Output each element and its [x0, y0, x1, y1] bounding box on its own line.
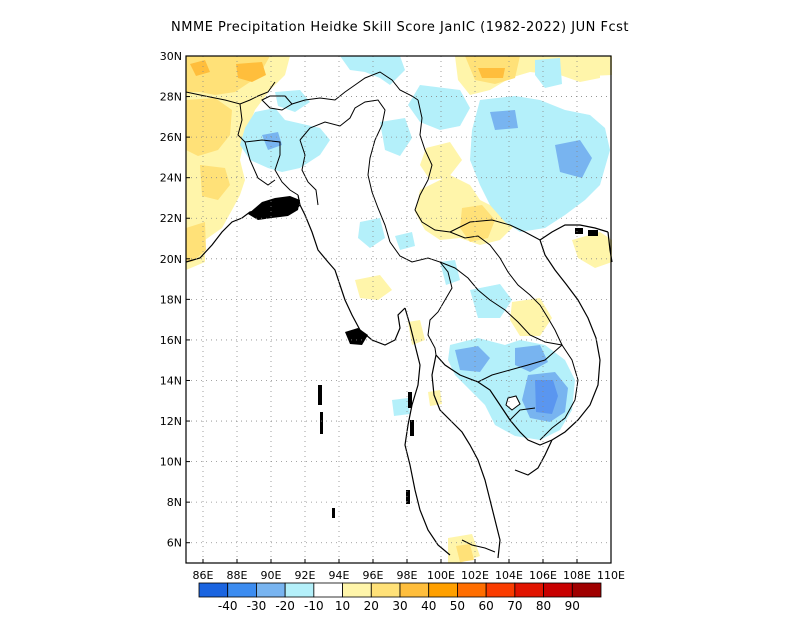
colorbar-label: 90: [565, 599, 580, 613]
shade-neg10-c2: [395, 232, 415, 250]
x-tick-label: 94E: [329, 569, 350, 582]
x-tick-label: 92E: [295, 569, 316, 582]
colorbar-swatch: [284, 582, 315, 598]
colorbar-swatch: [313, 582, 343, 598]
colorbar-swatch: [514, 582, 544, 598]
x-tick-label: 108E: [563, 569, 591, 582]
x-tick-label: 98E: [397, 569, 418, 582]
x-tick-label: 86E: [193, 569, 214, 582]
colorbar-label: 10: [335, 599, 350, 613]
shade-neg20-south: [455, 346, 490, 372]
shade-neg10-ne: [408, 85, 470, 130]
y-tick-label: 16N: [160, 334, 182, 347]
shade-pos20-west3: [200, 165, 230, 200]
x-tick-label: 106E: [529, 569, 557, 582]
colorbar-label: -10: [304, 599, 324, 613]
map-area: 86E 88E 90E 92E 94E 96E 98E 100E 102E 104E 106E 108…: [160, 50, 625, 582]
shade-neg10-c5: [392, 398, 410, 416]
shade-neg30-south: [535, 380, 558, 414]
colorbar-swatch: [485, 582, 516, 598]
colorbar-label: 40: [421, 599, 436, 613]
political-borders: [185, 71, 579, 553]
x-tick-label: 104E: [495, 569, 523, 582]
x-tick-label: 100E: [427, 569, 455, 582]
y-tick-label: 8N: [167, 496, 182, 509]
colorbar-label: -40: [218, 599, 238, 613]
shade-pos20-west4: [186, 222, 206, 262]
shade-neg10-c1: [358, 218, 385, 248]
y-tick-label: 24N: [160, 172, 182, 185]
y-tick-label: 20N: [160, 253, 182, 266]
skill-shading: [186, 56, 612, 563]
colorbar-swatch: [370, 582, 401, 598]
x-tick-label: 88E: [227, 569, 248, 582]
colorbar-swatch: [256, 582, 286, 598]
colorbar-label: 70: [507, 599, 522, 613]
colorbar-swatch: [457, 582, 487, 598]
shade-pos30-ne: [478, 68, 505, 78]
y-tick-label: 28N: [160, 91, 182, 104]
y-tick-label: 30N: [160, 50, 182, 63]
x-tick-label: 96E: [363, 569, 384, 582]
shade-pos20-south: [456, 544, 474, 562]
colorbar-label: -30: [247, 599, 267, 613]
y-tick-label: 22N: [160, 212, 182, 225]
x-axis-ticks: 86E 88E 90E 92E 94E 96E 98E 100E 102E 104E 106E 108…: [193, 559, 625, 582]
colorbar-swatch: [342, 582, 372, 598]
colorbar: -40 -30 -20 -10 10 20 30 40 50 60 70 80 90: [198, 582, 602, 613]
shade-pos10-ne2: [560, 56, 612, 76]
shade-neg10-c4: [440, 260, 460, 285]
y-tick-label: 18N: [160, 293, 182, 306]
y-tick-label: 6N: [167, 537, 182, 550]
shade-pos20-west2: [186, 98, 232, 156]
chart-title: NMME Precipitation Heidke Skill Score Ja…: [171, 20, 629, 35]
colorbar-swatch: [428, 582, 458, 598]
y-tick-label: 12N: [160, 415, 182, 428]
colorbar-swatch: [543, 582, 573, 598]
shade-pos10-center4: [355, 275, 392, 300]
y-axis-ticks: 30N 28N 26N 24N 22N 20N 18N 16N 14N 12N 10N 8N 6N: [160, 50, 190, 550]
gridlines: [186, 56, 611, 563]
shade-pos20-center: [460, 205, 495, 242]
colorbar-swatch: [227, 582, 257, 598]
shade-neg10-north3: [535, 58, 562, 88]
shade-pos30-west2: [190, 60, 210, 76]
colorbar-label: 80: [536, 599, 551, 613]
y-tick-label: 10N: [160, 456, 182, 469]
shade-neg20-south2: [515, 345, 548, 372]
colorbar-label: 50: [450, 599, 465, 613]
x-tick-label: 90E: [261, 569, 282, 582]
shade-neg10-ne2: [470, 96, 610, 232]
colorbar-label: -20: [275, 599, 295, 613]
shade-neg10-nw: [240, 108, 330, 172]
delta-coast: [248, 196, 598, 518]
shade-neg20-ne3: [555, 140, 592, 178]
tonle-sap-lake: [505, 395, 521, 411]
colorbar-label: 20: [364, 599, 379, 613]
map-frame: [185, 55, 612, 564]
colorbar-swatch: [198, 582, 229, 598]
coastlines: [185, 194, 613, 559]
colorbar-swatch: [571, 582, 602, 598]
colorbar-label: 30: [392, 599, 407, 613]
colorbar-swatch: [399, 582, 430, 598]
shade-pos10-center5: [408, 320, 425, 345]
shade-neg20-ne2: [490, 110, 518, 130]
y-tick-label: 14N: [160, 374, 182, 387]
x-tick-label: 102E: [461, 569, 489, 582]
x-tick-label: 110E: [597, 569, 625, 582]
colorbar-label: 60: [479, 599, 494, 613]
y-tick-label: 26N: [160, 131, 182, 144]
shade-pos30-west: [236, 62, 266, 82]
